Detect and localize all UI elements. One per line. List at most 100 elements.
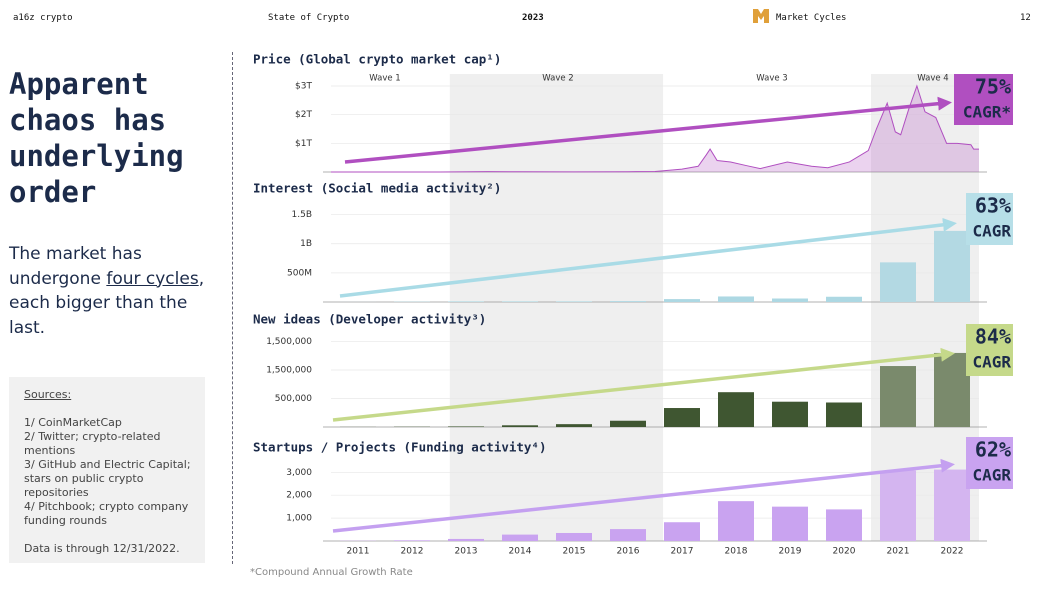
sources: Sources: 1/ CoinMarketCap 2/ Twitter; cr… (9, 377, 205, 563)
wave-shade (871, 74, 979, 541)
sources-title: Sources: (24, 388, 72, 401)
source: 2/ Twitter; crypto-related mentions (24, 430, 161, 457)
x-tick-label: 2018 (725, 547, 748, 557)
price-line (330, 84, 979, 173)
bar (826, 509, 862, 541)
trend-arrow (332, 458, 955, 533)
x-tick-label: 2011 (347, 547, 370, 557)
bar (934, 230, 970, 302)
bar (502, 425, 538, 427)
bar (772, 298, 808, 302)
y-tick-label: 1,500,000 (266, 337, 312, 347)
y-tick-label: 2,000 (286, 491, 312, 501)
x-tick-label: 2012 (401, 547, 424, 557)
cagr-value: 62% (975, 438, 1011, 462)
bar (448, 301, 484, 302)
bar (880, 470, 916, 541)
intro-text: , each bigger than the last. (9, 268, 205, 338)
cagr-label: CAGR (972, 353, 1011, 372)
bar (880, 366, 916, 427)
cagr-value: 84% (975, 325, 1011, 349)
bar (664, 408, 700, 427)
cagr-box (966, 324, 1013, 376)
bar (826, 296, 862, 302)
bar (772, 506, 808, 541)
x-tick-label: 2015 (563, 547, 586, 557)
cagr-value: 75% (975, 75, 1011, 99)
bar (880, 262, 916, 302)
x-tick-label: 2017 (671, 547, 694, 557)
trend-arrow (332, 347, 955, 422)
bar (826, 402, 862, 427)
x-tick-label: 2013 (455, 547, 478, 557)
bar (610, 529, 646, 541)
source: 1/ CoinMarketCap (24, 416, 122, 429)
logo (753, 9, 769, 23)
cagr-box (954, 74, 1013, 125)
y-tick-label: 500,000 (275, 394, 312, 404)
x-tick-label: 2014 (509, 547, 532, 557)
intro-text: The market has undergone (9, 244, 142, 289)
headline: Apparent chaos has underlying order (9, 67, 184, 209)
cagr-label: CAGR (972, 466, 1011, 485)
wave-label: Wave 3 (756, 74, 787, 84)
bar (934, 469, 970, 541)
y-tick-label: 500M (287, 268, 312, 278)
bar (448, 426, 484, 427)
bar (610, 420, 646, 427)
chart-title: Startups / Projects (Funding activity⁴) (253, 440, 547, 455)
chart-title: Interest (Social media activity²) (253, 181, 501, 196)
bar (664, 522, 700, 541)
report-name: State of Crypto (268, 13, 350, 23)
footnote: *Compound Annual Growth Rate (250, 567, 413, 578)
bar (772, 401, 808, 427)
y-tick-label: $3T (295, 82, 312, 92)
cagr-value: 63% (975, 194, 1011, 218)
source: 3/ GitHub and Electric Capital; stars on… (24, 458, 191, 499)
y-tick-label: $2T (295, 110, 312, 120)
x-tick-label: 2016 (617, 547, 640, 557)
bar (934, 352, 970, 427)
wave-shade (449, 74, 664, 541)
trend-arrow (339, 217, 957, 298)
wave-label: Wave 4 (917, 74, 948, 84)
intro: The market has undergone four cycles, ea… (9, 242, 209, 340)
cagr-label: CAGR* (963, 103, 1011, 122)
brand: a16z crypto (13, 13, 73, 23)
x-tick-label: 2022 (941, 547, 964, 557)
y-tick-label: 3,000 (286, 468, 312, 478)
bar (448, 538, 484, 541)
cagr-box (966, 193, 1013, 245)
bar (502, 301, 538, 302)
cagr-label: CAGR (972, 222, 1011, 241)
bar (718, 392, 754, 427)
bar (556, 532, 592, 541)
trend-arrow (344, 96, 952, 164)
y-tick-label: 1.5B (292, 210, 313, 220)
y-tick-label: 1B (300, 239, 312, 249)
cagr-box (966, 437, 1013, 489)
sources-note: Data is through 12/31/2022. (24, 542, 180, 555)
bar (664, 299, 700, 302)
wave-label: Wave 1 (369, 74, 400, 84)
chart-title: New ideas (Developer activity³) (253, 312, 486, 327)
source: 4/ Pitchbook; crypto company funding rou… (24, 500, 189, 527)
year: 2023 (522, 13, 544, 23)
page-number: 12 (1020, 13, 1031, 23)
bar (556, 301, 592, 302)
x-tick-label: 2019 (779, 547, 802, 557)
bar (502, 534, 538, 541)
section-name: Market Cycles (776, 13, 847, 23)
y-tick-label: 1,000 (286, 514, 312, 524)
wave-label: Wave 2 (542, 74, 573, 84)
intro-link: four cycles (106, 268, 199, 289)
chart-title: Price (Global crypto market cap¹) (253, 52, 501, 67)
divider (232, 52, 233, 564)
y-tick-label: $1T (295, 139, 312, 149)
y-tick-label: 1,500,000 (266, 366, 312, 376)
x-tick-label: 2021 (887, 547, 910, 557)
bar (556, 424, 592, 427)
bar (718, 501, 754, 541)
